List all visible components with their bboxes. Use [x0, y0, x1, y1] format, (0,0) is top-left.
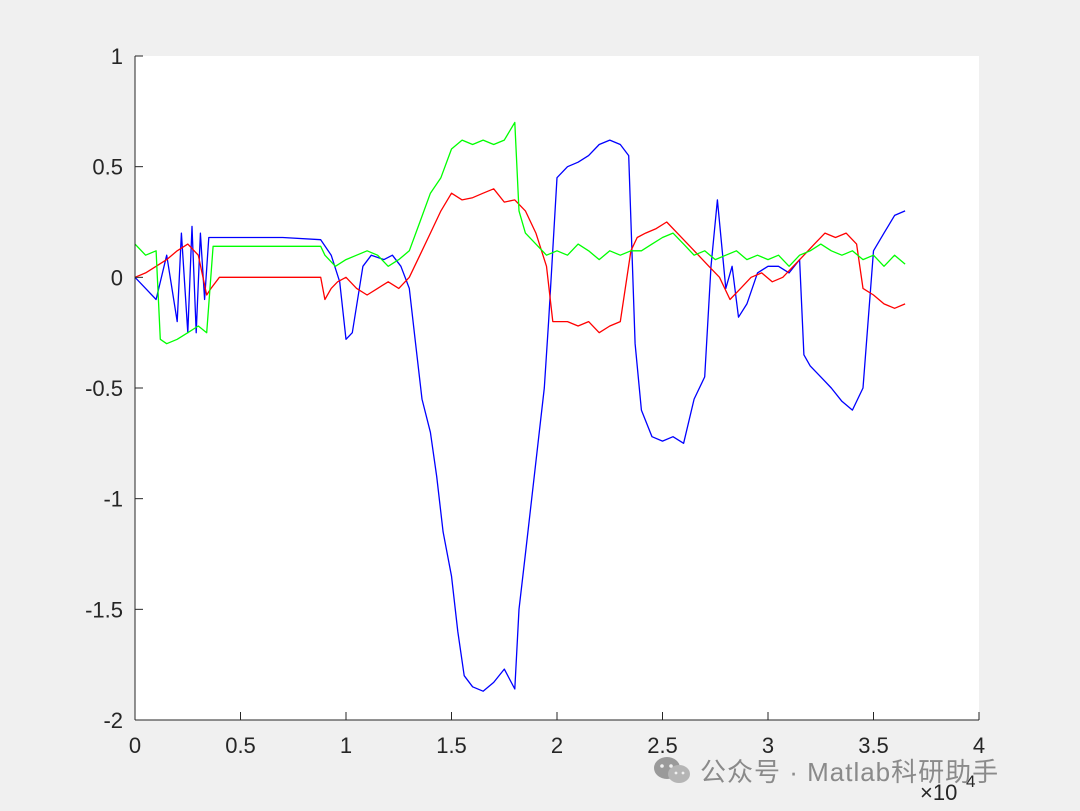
series-layer [134, 121, 906, 692]
x-scale-exponent: 4 [966, 772, 975, 791]
labels-layer: 0 0.5 1 1.5 2 2.5 3 3.5 4 1 0.5 0 -0.5 -1 -1.5 -2 ×10 4 [85, 44, 985, 805]
y-tick-label: -2 [103, 708, 123, 733]
y-tick-label: 0.5 [92, 155, 123, 180]
x-tick-label: 2.5 [647, 733, 678, 758]
y-tick-label: -1 [103, 487, 123, 512]
y-tick-label: 1 [111, 44, 123, 69]
y-tick-label: -0.5 [85, 376, 123, 401]
series-line-0 [134, 139, 906, 692]
y-tick-label: 0 [111, 265, 123, 290]
y-tick-label: -1.5 [85, 597, 123, 622]
x-tick-label: 3 [762, 733, 774, 758]
watermark: 公众号 · Matlab科研助手 [652, 752, 999, 788]
plot-area [135, 56, 979, 720]
axes-layer [134, 55, 980, 721]
x-tick-label: 0 [129, 733, 141, 758]
x-tick-label: 4 [973, 733, 985, 758]
x-tick-label: 1 [340, 733, 352, 758]
wechat-icon [654, 757, 690, 783]
x-tick-label: 2 [551, 733, 563, 758]
x-tick-label: 1.5 [436, 733, 467, 758]
series-line-2 [134, 121, 906, 345]
watermark-text: 公众号 · Matlab科研助手 [700, 756, 1000, 787]
x-tick-label: 3.5 [858, 733, 889, 758]
x-scale-exponent-label: ×10 [920, 780, 957, 805]
series-line-1 [134, 188, 906, 334]
x-tick-label: 0.5 [225, 733, 256, 758]
